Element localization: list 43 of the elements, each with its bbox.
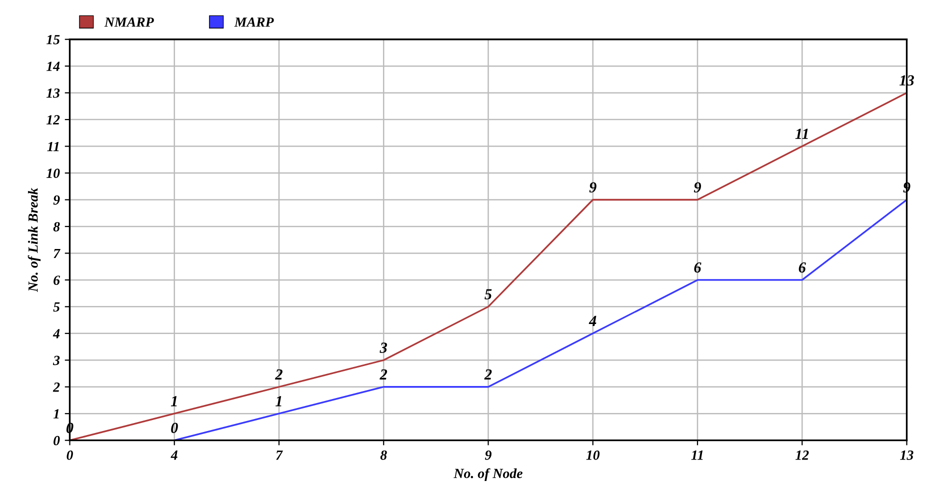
y-tick-label: 5: [53, 302, 60, 312]
data-label: 6: [694, 262, 702, 273]
x-tick-label: 11: [691, 450, 703, 460]
y-axis-title: No. of Link Break: [28, 188, 41, 292]
y-tick-label: 7: [54, 248, 60, 258]
y-tick-label: 0: [54, 436, 60, 446]
x-tick-label: 0: [66, 450, 73, 460]
y-tick-label: 3: [52, 356, 60, 366]
legend-label: NMARP: [104, 18, 154, 27]
y-tick-label: 2: [52, 382, 60, 392]
x-axis-title: No. of Node: [454, 468, 522, 481]
y-tick-label: 12: [46, 115, 60, 124]
x-tick-label: 7: [276, 450, 283, 460]
data-label: 6: [798, 262, 806, 273]
x-tick-label: 10: [586, 450, 600, 460]
y-tick-label: 4: [52, 329, 60, 338]
data-label: 2: [484, 369, 492, 380]
data-label: 5: [484, 289, 492, 300]
x-tick-label: 13: [900, 450, 914, 460]
data-label: 9: [694, 182, 702, 192]
data-label: 2: [380, 369, 388, 380]
y-tick-label: 11: [47, 142, 59, 152]
data-label: 3: [380, 342, 388, 353]
data-label: 0: [171, 422, 178, 434]
y-tick-label: 8: [53, 222, 60, 232]
y-tick-label: 13: [46, 88, 60, 98]
x-tick-label: 12: [796, 450, 809, 460]
y-tick-label: 14: [46, 62, 60, 71]
x-tick-label: 8: [380, 450, 387, 460]
x-tick-label: 9: [484, 450, 492, 460]
x-tick-label: 4: [170, 450, 178, 460]
data-label: 9: [589, 182, 596, 192]
y-tick-label: 1: [53, 409, 59, 418]
y-tick-label: 15: [46, 35, 60, 44]
data-label: 1: [276, 396, 282, 406]
legend-label: MARP: [234, 18, 274, 27]
data-label: 4: [588, 316, 596, 326]
data-label: 11: [795, 128, 808, 139]
data-label: 2: [274, 369, 282, 380]
y-tick-label: 6: [54, 276, 60, 285]
y-tick-label: 10: [46, 168, 60, 178]
data-label: 1: [170, 396, 177, 406]
y-tick-label: 9: [53, 195, 60, 205]
